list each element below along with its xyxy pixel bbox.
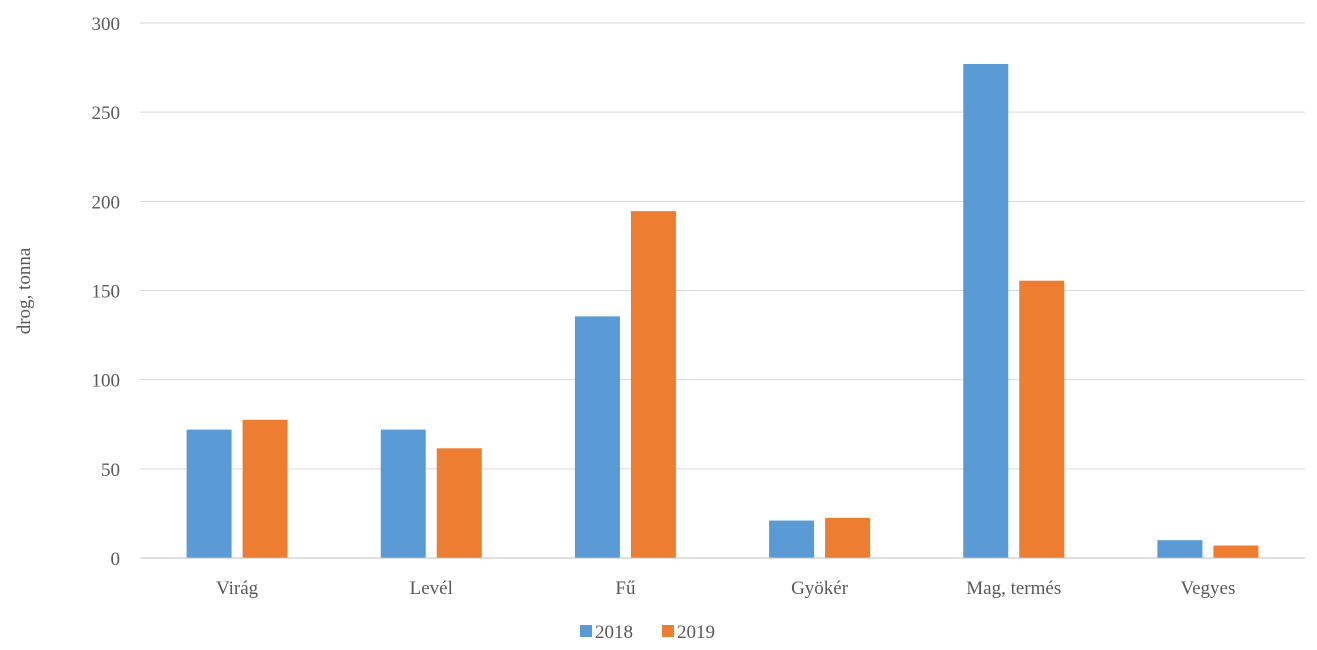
- bar-2019-2: [630, 211, 676, 558]
- legend-label: 2019: [677, 622, 715, 643]
- y-axis-label: drog, tonna: [14, 247, 35, 334]
- y-tick-label: 300: [92, 14, 121, 35]
- legend-label: 2018: [595, 622, 633, 643]
- x-category-label: Virág: [216, 578, 259, 599]
- bar-2018-0: [186, 429, 232, 558]
- y-tick-label: 50: [101, 460, 120, 481]
- legend-swatch-2018: [580, 625, 592, 637]
- bar-2018-2: [574, 316, 620, 558]
- bar-2019-1: [436, 448, 482, 558]
- bar-2018-3: [769, 520, 815, 558]
- x-category-label: Gyökér: [791, 578, 849, 599]
- y-tick-label: 150: [92, 282, 121, 303]
- bar-2019-4: [1019, 280, 1065, 558]
- y-tick-label: 100: [92, 371, 121, 392]
- bar-2019-5: [1213, 545, 1259, 558]
- y-tick-label: 0: [111, 549, 121, 570]
- legend-swatch-2019: [662, 625, 674, 637]
- x-category-label: Fű: [615, 578, 636, 599]
- bar-2018-4: [963, 64, 1009, 559]
- x-category-label: Levél: [410, 578, 453, 599]
- bars: [140, 64, 1305, 559]
- y-axis-tick-labels: 0 50 100 150 200 250 300: [92, 14, 121, 570]
- bar-2019-0: [242, 419, 288, 558]
- y-tick-label: 250: [92, 103, 121, 124]
- gridlines: [140, 22, 1305, 559]
- bar-2018-5: [1157, 540, 1203, 558]
- bar-2018-1: [380, 429, 426, 558]
- x-axis-category-labels: Virág Levél Fű Gyökér Mag, termés Vegyes: [216, 578, 1235, 599]
- x-category-label: Vegyes: [1180, 578, 1235, 599]
- bar-2019-3: [825, 517, 871, 558]
- legend: 2018 2019: [580, 622, 715, 643]
- x-category-label: Mag, termés: [966, 578, 1061, 599]
- y-tick-label: 200: [92, 192, 121, 213]
